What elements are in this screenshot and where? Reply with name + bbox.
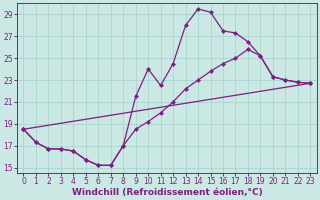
X-axis label: Windchill (Refroidissement éolien,°C): Windchill (Refroidissement éolien,°C)	[72, 188, 262, 197]
